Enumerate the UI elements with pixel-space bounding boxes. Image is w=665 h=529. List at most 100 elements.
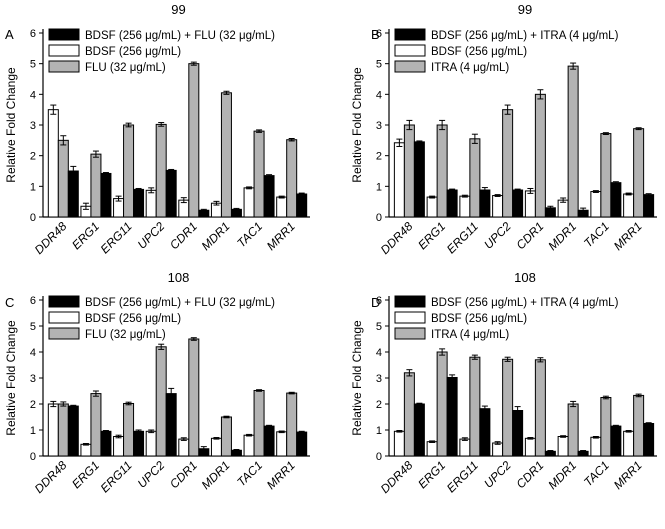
bar: [426, 196, 438, 218]
y-tick-label: 4: [30, 347, 36, 359]
bar: [512, 410, 524, 457]
y-tick-label: 1: [30, 181, 36, 193]
y-tick-label: 4: [376, 347, 382, 359]
x-tick-label: MRR1: [611, 458, 645, 492]
legend-label: BDSF (256 μg/mL) + ITRA (4 μg/mL): [431, 297, 619, 309]
y-tick-label: 1: [376, 181, 382, 193]
bar: [178, 438, 190, 457]
bar: [67, 405, 79, 457]
legend-label: BDSF (256 μg/mL) + ITRA (4 μg/mL): [431, 30, 619, 42]
bar: [502, 358, 514, 457]
y-tick-label: 4: [376, 89, 382, 101]
bar: [90, 393, 102, 457]
y-tick-label: 2: [30, 151, 36, 163]
chart-title: 108: [168, 270, 190, 285]
bar: [253, 389, 265, 457]
bar: [263, 425, 275, 457]
panel-label: C: [5, 295, 14, 310]
y-tick-label: 6: [376, 28, 382, 40]
x-tick-label: MRR1: [264, 219, 298, 253]
bar: [220, 92, 232, 218]
bar: [610, 182, 622, 218]
x-tick-label: ERG1: [415, 219, 448, 252]
legend-label: BDSF (256 μg/mL): [431, 46, 527, 58]
bar: [243, 434, 255, 457]
y-tick-label: 5: [30, 59, 36, 71]
x-tick-label: MDR1: [545, 219, 579, 253]
x-tick-label: TAC1: [581, 458, 612, 489]
x-tick-label: ERG11: [98, 458, 135, 495]
y-tick-label: 6: [30, 28, 36, 40]
bar: [567, 65, 579, 218]
bar: [296, 431, 308, 457]
legend-label: ITRA (4 μg/mL): [431, 62, 509, 74]
bar: [145, 430, 157, 457]
bar: [426, 441, 438, 457]
chart-panel-b: B 99 Relative Fold Change 0 1 2 3 4 5 6 DDR48 ERG1E…: [350, 2, 657, 257]
x-tick-label: ERG11: [444, 458, 481, 495]
bar: [57, 403, 69, 457]
x-tick-label: MRR1: [264, 458, 298, 492]
bar: [210, 437, 222, 457]
x-tick-label: DDR48: [378, 219, 416, 257]
y-tick-label: 0: [30, 212, 36, 224]
y-tick-label: 2: [376, 399, 382, 411]
x-tick-label: TAC1: [581, 219, 612, 250]
bar: [512, 189, 524, 218]
legend-swatch: [394, 44, 426, 57]
bar: [403, 372, 415, 457]
panel-label: A: [5, 27, 14, 42]
x-tick-label: DDR48: [32, 458, 70, 496]
bar: [100, 172, 112, 218]
legend-swatch: [48, 28, 80, 41]
bar: [403, 124, 415, 218]
bar: [276, 196, 288, 218]
y-tick-label: 3: [376, 373, 382, 385]
bar: [446, 376, 458, 457]
x-tick-label: CDR1: [167, 458, 200, 491]
legend-swatch: [48, 327, 80, 340]
bar: [633, 394, 645, 457]
legend-swatch: [48, 44, 80, 57]
y-axis-label: Relative Fold Change: [350, 320, 364, 436]
x-tick-label: ERG11: [444, 219, 481, 256]
y-tick-label: 1: [30, 425, 36, 437]
bar: [436, 124, 448, 218]
bar: [590, 436, 602, 457]
bar: [643, 194, 655, 218]
y-tick-label: 6: [376, 295, 382, 307]
legend-swatch: [48, 60, 80, 73]
legend-label: BDSF (256 μg/mL): [85, 313, 181, 325]
legend-label: BDSF (256 μg/mL) + FLU (32 μg/mL): [85, 297, 275, 309]
bar: [67, 170, 79, 218]
bar: [165, 169, 177, 218]
bar: [296, 193, 308, 218]
chart-title: 108: [514, 270, 536, 285]
legend-swatch: [48, 311, 80, 324]
bar: [276, 431, 288, 457]
bar: [469, 138, 481, 218]
bar: [459, 438, 471, 457]
bar: [492, 195, 504, 218]
bar: [524, 437, 536, 457]
x-tick-label: TAC1: [234, 219, 265, 250]
bar: [243, 187, 255, 218]
bar: [557, 436, 569, 457]
bar: [492, 442, 504, 457]
x-tick-label: UPC2: [481, 219, 514, 252]
legend-label: FLU (32 μg/mL): [85, 329, 166, 341]
bar: [123, 402, 135, 457]
bar: [253, 130, 265, 218]
x-tick-label: DDR48: [32, 219, 70, 257]
x-tick-label: UPC2: [481, 458, 514, 491]
bar: [57, 139, 69, 218]
bar: [436, 351, 448, 457]
y-tick-label: 5: [30, 321, 36, 333]
x-tick-label: MDR1: [199, 458, 233, 492]
legend-swatch: [394, 60, 426, 73]
bar: [459, 195, 471, 218]
bar: [633, 128, 645, 218]
y-tick-label: 2: [376, 151, 382, 163]
bar: [446, 189, 458, 218]
